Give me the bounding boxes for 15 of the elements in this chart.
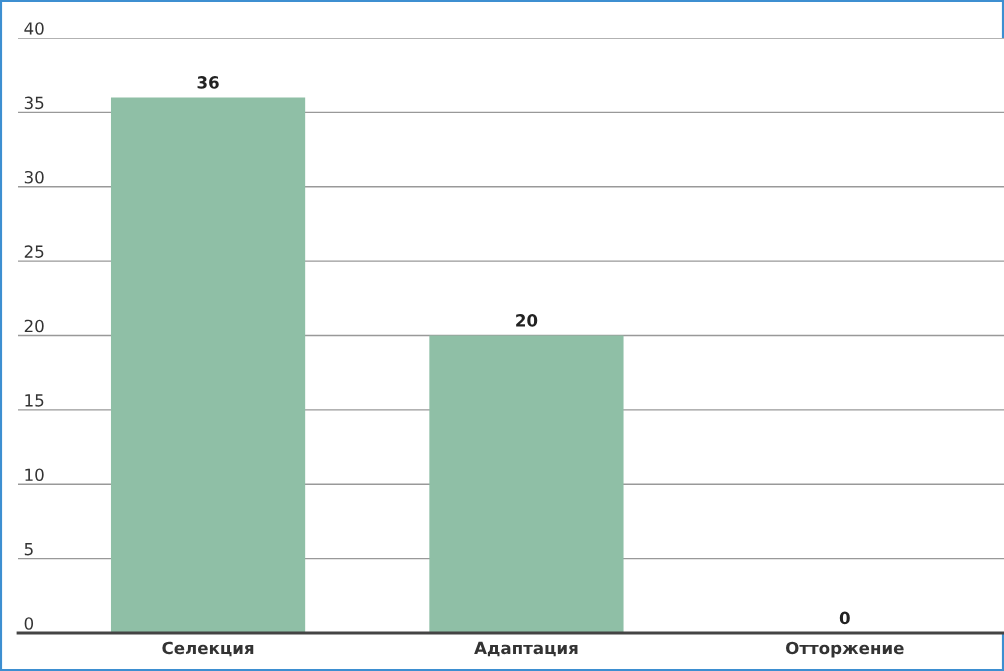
y-tick-label: 15 bbox=[25, 394, 44, 407]
x-tick-label: Селекция bbox=[162, 641, 254, 657]
y-tick-label: 20 bbox=[24, 319, 44, 333]
data-label: 0 bbox=[839, 611, 850, 625]
y-tick-label: 5 bbox=[24, 543, 33, 556]
x-tick-label: Отторжение bbox=[786, 641, 904, 658]
x-tick-label: Адаптация bbox=[474, 641, 578, 657]
y-tick-label: 0 bbox=[24, 617, 34, 630]
y-tick-label: 40 bbox=[24, 22, 44, 35]
y-tick-label: 35 bbox=[24, 96, 44, 110]
data-label: 36 bbox=[197, 76, 219, 89]
y-tick-label: 30 bbox=[24, 170, 44, 184]
y-tick-label: 10 bbox=[25, 468, 44, 482]
y-tick-label: 25 bbox=[24, 245, 44, 258]
data-label: 20 bbox=[516, 314, 538, 327]
